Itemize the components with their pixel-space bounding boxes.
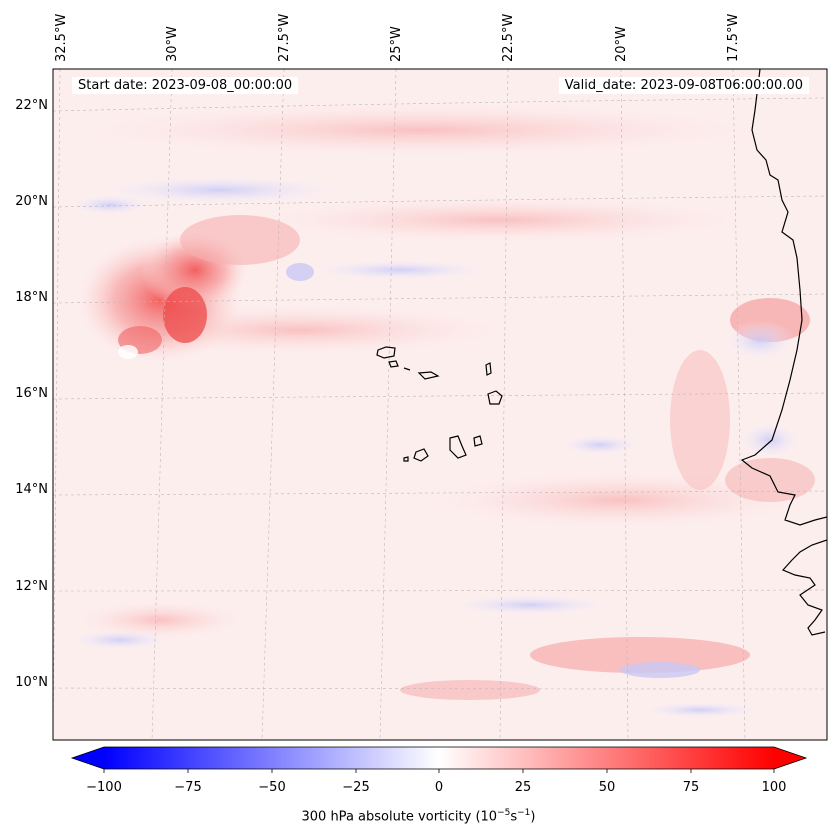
africa-coast-south — [781, 539, 827, 636]
lon-label-27-5w: 27.5°W — [277, 13, 292, 62]
lon-label-22-5w: 22.5°W — [501, 13, 516, 62]
lon-label-17-5w: 17.5°W — [726, 13, 741, 62]
colorbar-tick-label: 0 — [434, 780, 444, 795]
colorbar-label-unit: s — [510, 809, 518, 825]
island-sao-nicolau — [417, 371, 440, 380]
lat-label-20n: 20°N — [15, 194, 48, 209]
island-santa-luzia — [403, 367, 411, 371]
island-maio — [473, 435, 483, 447]
colorbar-tick-label: −50 — [258, 780, 286, 795]
colorbar-tick-label: −75 — [174, 780, 202, 795]
island-boa-vista — [487, 390, 503, 405]
lon-label-25w: 25°W — [389, 26, 404, 62]
colorbar-tick-label: −25 — [342, 780, 370, 795]
colorbar-min-extend — [72, 747, 104, 769]
colorbar-label-exponent-2: −1 — [517, 808, 531, 818]
graticule — [53, 69, 827, 740]
lat-label-10n: 10°N — [15, 675, 48, 690]
island-brava — [403, 456, 409, 462]
lon-label-32-5w: 32.5°W — [54, 13, 69, 62]
colorbar-tick-label: 25 — [514, 780, 532, 795]
start-date-label: Start date: 2023-09-08_00:00:00 — [72, 77, 299, 94]
colorbar-max-extend — [774, 747, 806, 769]
vorticity-field — [53, 69, 827, 740]
island-santiago — [449, 435, 467, 459]
colorbar-label-prefix: 300 hPa absolute vorticity (10 — [301, 809, 498, 825]
colorbar-tick-label: 50 — [598, 780, 616, 795]
colorbar-tick-marks — [103, 769, 775, 773]
valid-date-label: Valid_date: 2023-09-08T06:00:00.00 — [558, 77, 809, 94]
map-frame — [52, 68, 828, 741]
colorbar-label: 300 hPa absolute vorticity (10−5s−1) — [0, 808, 837, 824]
island-santo-antao — [376, 346, 396, 359]
island-fogo — [413, 448, 429, 462]
colorbar-tick-label: −100 — [86, 780, 122, 795]
lat-label-12n: 12°N — [15, 579, 48, 594]
colorbar-label-suffix: ) — [530, 809, 536, 825]
lat-label-22n: 22°N — [15, 98, 48, 113]
lon-label-20w: 20°W — [614, 26, 629, 62]
island-sao-vicente — [388, 360, 399, 368]
coastlines — [376, 69, 827, 636]
colorbar-gradient — [104, 747, 774, 769]
colorbar — [70, 746, 808, 773]
colorbar-label-exponent-1: −5 — [497, 808, 511, 818]
lat-label-14n: 14°N — [15, 482, 48, 497]
island-sal — [485, 362, 492, 376]
colorbar-tick-label: 100 — [761, 780, 787, 795]
colorbar-tick-label: 75 — [682, 780, 700, 795]
lat-label-16n: 16°N — [15, 386, 48, 401]
africa-coastline — [740, 69, 827, 526]
lat-label-18n: 18°N — [15, 290, 48, 305]
lon-label-30w: 30°W — [165, 26, 180, 62]
